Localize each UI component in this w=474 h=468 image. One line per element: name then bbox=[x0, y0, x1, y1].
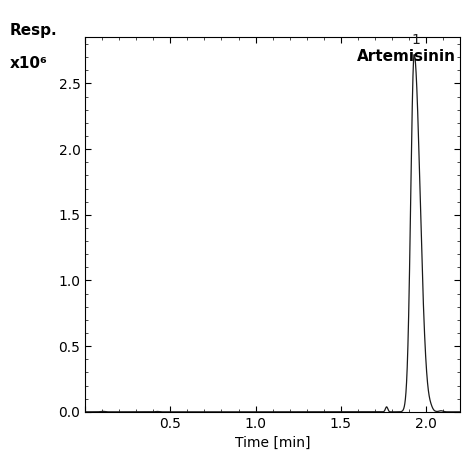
Text: Artemisinin: Artemisinin bbox=[357, 49, 456, 64]
Text: Resp.: Resp. bbox=[9, 23, 57, 38]
X-axis label: Time [min]: Time [min] bbox=[235, 436, 310, 450]
Text: 1: 1 bbox=[411, 33, 420, 47]
Text: x10⁶: x10⁶ bbox=[9, 56, 47, 71]
